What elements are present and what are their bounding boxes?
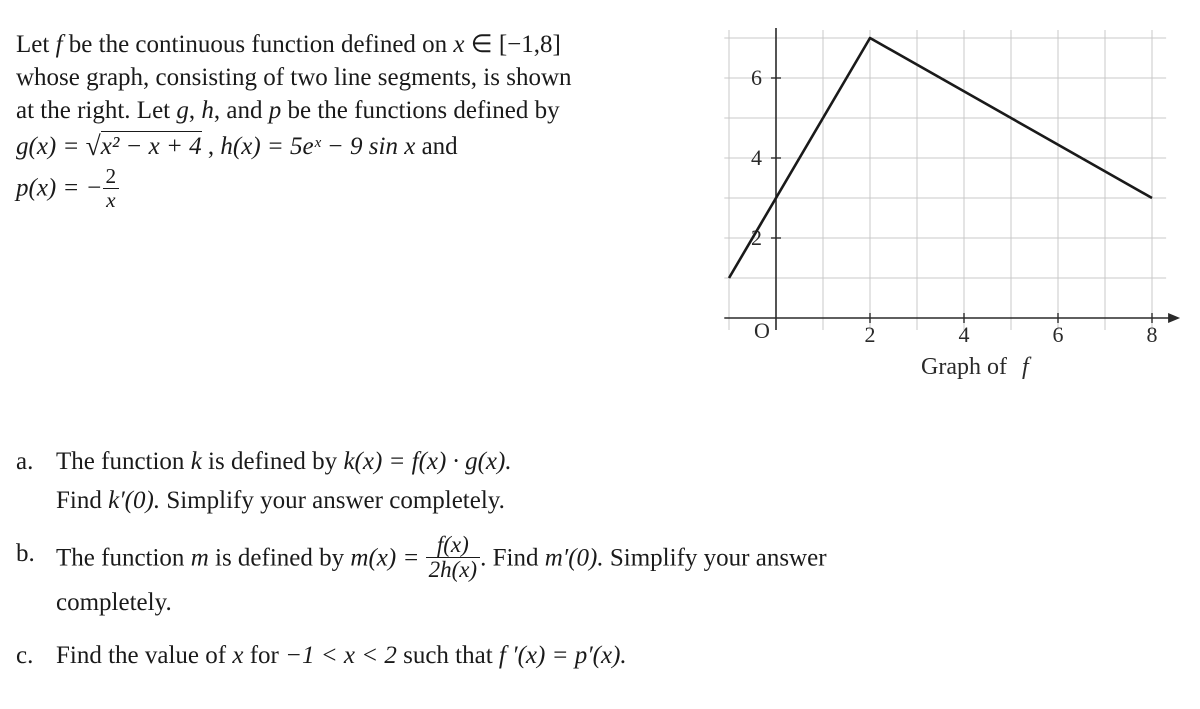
problem-intro: Let f be the continuous function defined… — [16, 28, 626, 213]
fraction: f(x)2h(x) — [426, 533, 481, 582]
fraction: 2x — [103, 165, 120, 211]
svg-text:8: 8 — [1147, 322, 1158, 347]
text: . Find — [480, 544, 545, 571]
text: , and — [214, 97, 269, 124]
var-p: p — [269, 97, 282, 124]
label-a: a. — [16, 443, 56, 482]
numerator: 2 — [103, 165, 120, 188]
graph-svg: 2468246OxyGraph of f — [626, 28, 1186, 388]
p-lhs: p(x) = − — [16, 175, 103, 202]
text: Let — [16, 31, 56, 58]
domain: [−1,8] — [499, 31, 561, 58]
g-lhs: g(x) = — [16, 133, 86, 160]
text: ∈ — [465, 31, 499, 58]
graph-of-f: 2468246OxyGraph of f — [626, 28, 1186, 395]
svg-text:Graph of: Graph of — [921, 354, 1007, 380]
label-b: b. — [16, 535, 56, 574]
kprime: k′(0). — [108, 487, 160, 514]
range: −1 < x < 2 — [285, 642, 397, 669]
intro-line-3: at the right. Let g, h, and p be the fun… — [16, 94, 626, 127]
text: The function — [56, 448, 191, 475]
var-x: x — [453, 31, 464, 58]
svg-text:f: f — [1022, 354, 1032, 380]
text: for — [243, 642, 285, 669]
sep: , — [202, 133, 221, 160]
var-m: m — [191, 544, 209, 571]
var-x: x — [232, 642, 243, 669]
eq: k(x) = f(x) · g(x). — [343, 448, 511, 475]
text: is defined by — [209, 544, 351, 571]
a-line2: Find k′(0). Simplify your answer complet… — [56, 482, 636, 521]
body-b: The function m is defined by m(x) = f(x)… — [56, 535, 1180, 623]
equation-p: p(x) = −2x — [16, 167, 626, 213]
denominator: x — [103, 189, 120, 211]
text: The function — [56, 544, 191, 571]
svg-text:2: 2 — [865, 322, 876, 347]
text: at the right. Let — [16, 97, 176, 124]
svg-text:O: O — [754, 318, 770, 343]
mprime: m′(0). — [545, 544, 604, 571]
numerator: f(x) — [426, 533, 481, 558]
sqrt-icon: √ — [86, 130, 101, 161]
svg-text:4: 4 — [751, 145, 762, 170]
text: Simplify your answer — [604, 544, 827, 571]
b-line2: completely. — [56, 584, 1150, 623]
svg-text:4: 4 — [959, 322, 970, 347]
top-row: Let f be the continuous function defined… — [16, 28, 1180, 395]
equation-g-h: g(x) = √x² − x + 4 , h(x) = 5eˣ − 9 sin … — [16, 127, 626, 163]
a-line1: The function k is defined by k(x) = f(x)… — [56, 443, 636, 482]
page: Let f be the continuous function defined… — [0, 0, 1200, 709]
question-list: a. The function k is defined by k(x) = f… — [16, 443, 1180, 689]
text: Find the value of — [56, 642, 232, 669]
var-k: k — [191, 448, 202, 475]
b-line1: The function m is defined by m(x) = f(x)… — [56, 535, 1150, 584]
eq: f ′(x) = p′(x). — [499, 642, 627, 669]
text: is defined by — [202, 448, 344, 475]
var-h: h — [201, 97, 214, 124]
question-b: b. The function m is defined by m(x) = f… — [16, 535, 1180, 623]
sqrt: √x² − x + 4 — [86, 133, 202, 160]
m-lhs: m(x) = — [350, 544, 425, 571]
var-f: f — [56, 31, 63, 58]
text: Find — [56, 487, 108, 514]
question-c: c. Find the value of x for −1 < x < 2 su… — [16, 637, 1180, 676]
svg-text:6: 6 — [1053, 322, 1064, 347]
text: , — [189, 97, 202, 124]
svg-text:6: 6 — [751, 65, 762, 90]
h-eq: h(x) = 5eˣ − 9 sin x — [220, 133, 415, 160]
text: Simplify your answer completely. — [160, 487, 505, 514]
body-a: The function k is defined by k(x) = f(x)… — [56, 443, 636, 521]
text: such that — [397, 642, 499, 669]
intro-line-1: Let f be the continuous function defined… — [16, 28, 626, 61]
text: be the continuous function defined on — [63, 31, 454, 58]
radicand: x² − x + 4 — [101, 131, 202, 160]
intro-line-2: whose graph, consisting of two line segm… — [16, 61, 626, 94]
denominator: 2h(x) — [426, 558, 481, 582]
and: and — [415, 133, 457, 160]
text: be the functions defined by — [281, 97, 559, 124]
body-c: Find the value of x for −1 < x < 2 such … — [56, 637, 1180, 676]
label-c: c. — [16, 637, 56, 676]
var-g: g — [176, 97, 189, 124]
question-a: a. The function k is defined by k(x) = f… — [16, 443, 1180, 521]
